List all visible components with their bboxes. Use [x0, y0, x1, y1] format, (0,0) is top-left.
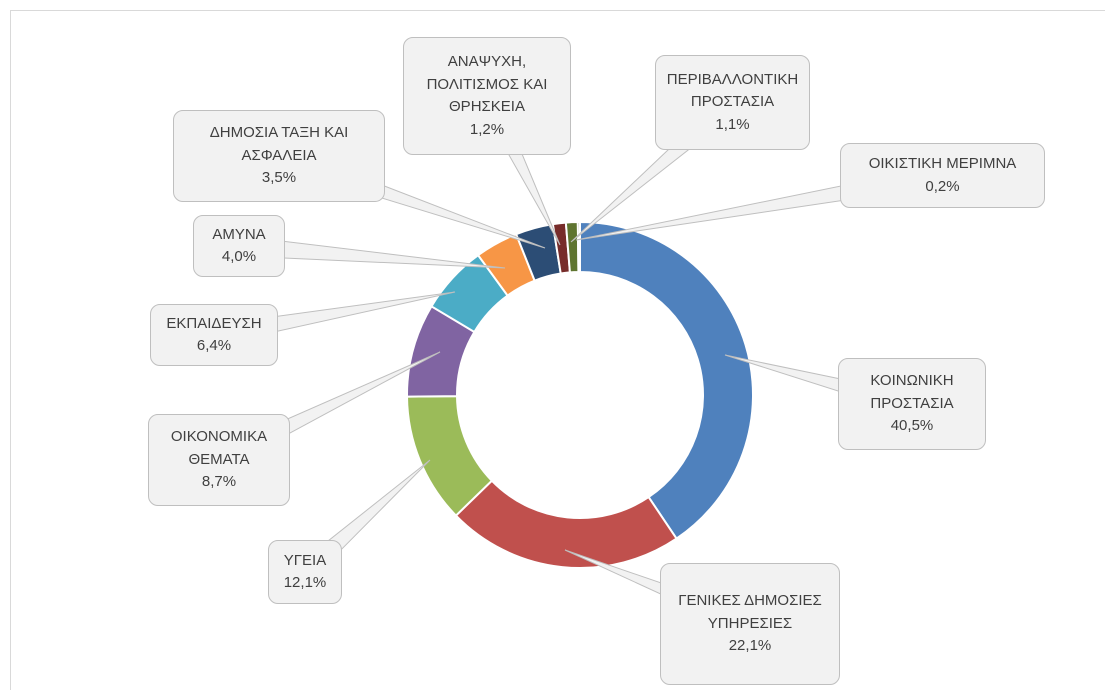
category-label: ΔΗΜΟΣΙΑ ΤΑΞΗ ΚΑΙ ΑΣΦΑΛΕΙΑ [209, 124, 349, 164]
data-label: ΟΙΚΟΝΟΜΙΚΑ ΘΕΜΑΤΑ 8,7% [148, 414, 290, 506]
category-label: ΟΙΚΟΝΟΜΙΚΑ ΘΕΜΑΤΑ [170, 428, 268, 468]
category-label: ΟΙΚΙΣΤΙΚΗ ΜΕΡΙΜΝΑ [868, 155, 1017, 172]
category-label: ΑΝΑΨΥΧΗ, ΠΟΛΙΤΙΣΜΟΣ ΚΑΙ ΘΡΗΣΚΕΙΑ [426, 53, 548, 115]
data-label: ΔΗΜΟΣΙΑ ΤΑΞΗ ΚΑΙ ΑΣΦΑΛΕΙΑ 3,5% [173, 110, 385, 202]
data-label: ΑΝΑΨΥΧΗ, ΠΟΛΙΤΙΣΜΟΣ ΚΑΙ ΘΡΗΣΚΕΙΑ 1,2% [403, 37, 571, 155]
value-label: 40,5% [890, 417, 934, 435]
value-label: 6,4% [196, 337, 232, 354]
value-label: 1,2% [469, 120, 505, 138]
category-label: ΓΕΝΙΚΕΣ ΔΗΜΟΣΙΕΣ ΥΠΗΡΕΣΙΕΣ [678, 592, 822, 632]
chart-frame [10, 10, 1105, 690]
value-label: 3,5% [261, 169, 297, 187]
category-label: ΑΜΥΝΑ [212, 225, 266, 243]
category-label: ΥΓΕΙΑ [283, 551, 327, 569]
value-label: 12,1% [283, 574, 327, 591]
value-label: 4,0% [221, 248, 257, 265]
data-label: ΓΕΝΙΚΕΣ ΔΗΜΟΣΙΕΣ ΥΠΗΡΕΣΙΕΣ 22,1% [660, 563, 840, 685]
data-label: ΚΟΙΝΩΝΙΚΗ ΠΡΟΣΤΑΣΙΑ 40,5% [838, 358, 986, 450]
donut-slice [576, 220, 581, 274]
data-label: ΟΙΚΙΣΤΙΚΗ ΜΕΡΙΜΝΑ 0,2% [840, 143, 1045, 208]
value-label: 1,1% [715, 115, 750, 133]
donut [405, 220, 754, 569]
data-label: ΑΜΥΝΑ 4,0% [193, 215, 285, 277]
data-label: ΕΚΠΑΙΔΕΥΣΗ 6,4% [150, 304, 278, 366]
donut-slice [579, 220, 754, 540]
data-label: ΥΓΕΙΑ 12,1% [268, 540, 342, 604]
category-label: ΠΕΡΙΒΑΛΛΟΝΤΙΚΗ ΠΡΟΣΤΑΣΙΑ [666, 70, 799, 111]
value-label: 8,7% [201, 473, 237, 491]
value-label: 22,1% [728, 637, 772, 655]
data-label: ΠΕΡΙΒΑΛΛΟΝΤΙΚΗ ΠΡΟΣΤΑΣΙΑ 1,1% [655, 55, 810, 150]
category-label: ΚΟΙΝΩΝΙΚΗ ΠΡΟΣΤΑΣΙΑ [870, 372, 954, 412]
category-label: ΕΚΠΑΙΔΕΥΣΗ [166, 314, 262, 332]
value-label: 0,2% [925, 177, 960, 195]
donut-slice [454, 479, 678, 569]
